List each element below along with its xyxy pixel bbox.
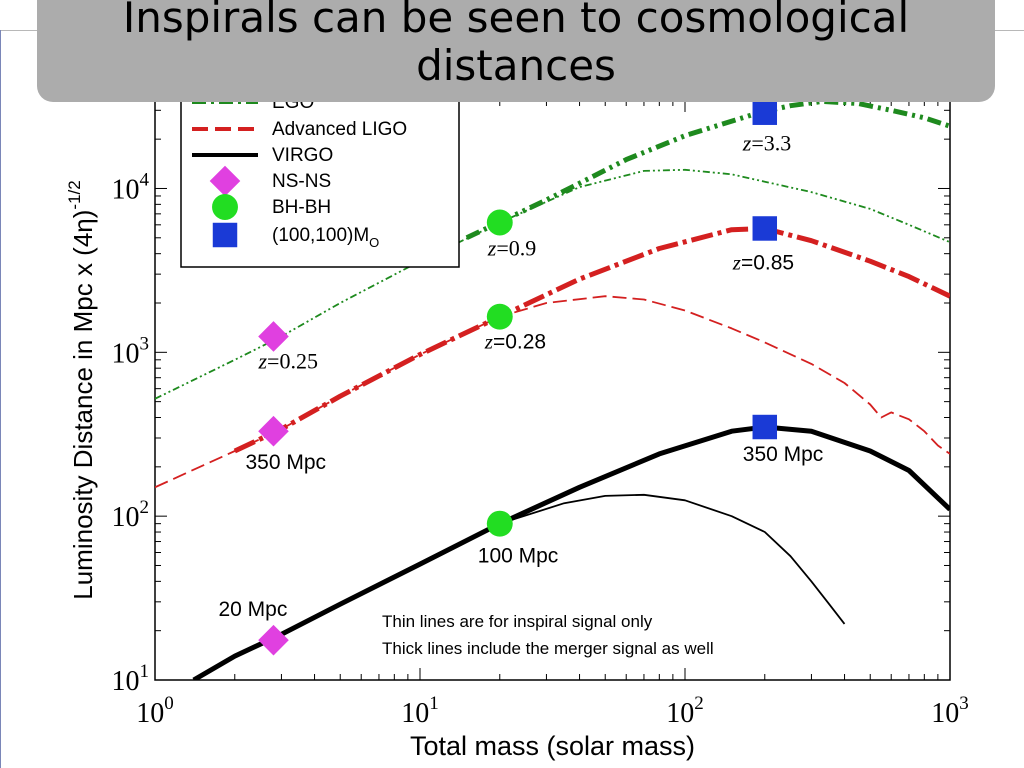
marker-label: 100 Mpc [478, 545, 559, 568]
x-tick-label: 101 [401, 693, 439, 729]
marker-nsns [258, 415, 289, 447]
y-tick-label: 103 [112, 333, 150, 369]
marker-label: 350 Mpc [743, 443, 824, 466]
annotation-note: Thin lines are for inspiral signal only [382, 612, 653, 631]
marker-label: z=0.9 [487, 235, 536, 260]
slide-title: Inspirals can be seen to cosmological di… [122, 0, 910, 90]
x-tick-label: 103 [931, 693, 969, 729]
y-axis-label: Luminosity Distance in Mpc x (4η)-1/2 [65, 180, 98, 599]
marker-label: z=0.25 [257, 348, 317, 373]
marker-bhbh [486, 209, 513, 236]
legend-label-virgo: VIRGO [272, 145, 333, 166]
x-tick-label: 100 [136, 693, 174, 729]
data-markers: z=0.25 350 Mpc 20 Mpc z=0.9 z=0.28 100 Mpc z=3… [218, 100, 824, 656]
x-axis-label: Total mass (solar mass) [410, 731, 695, 761]
y-tick-label: 104 [112, 169, 150, 205]
marker-imbh [752, 100, 778, 125]
series-ego-inspiral [155, 168, 950, 400]
annotation-note: Thick lines include the merger signal as… [382, 639, 714, 658]
series-aligo-inspiral [155, 295, 950, 489]
curves [155, 100, 950, 680]
legend-label-imbh: (100,100)MO [272, 225, 379, 250]
legend-marker-bhbh [212, 194, 238, 220]
marker-bhbh [486, 510, 513, 537]
marker-bhbh [486, 303, 513, 330]
y-tick-label: 101 [112, 661, 150, 697]
marker-nsns [258, 624, 289, 656]
marker-label: 350 Mpc [245, 451, 326, 474]
legend-marker-imbh [212, 222, 238, 248]
marker-label: z=0.28 [484, 330, 546, 354]
legend-label-nsns: NS-NS [272, 171, 331, 192]
series-ego-merger [465, 100, 950, 241]
marker-label: z=3.3 [742, 131, 791, 156]
slide-left-rule [0, 30, 1, 768]
legend-marker-nsns [209, 165, 241, 197]
series-virgo-inspiral [193, 493, 846, 680]
legend-label-bhbh: BH-BH [272, 197, 331, 218]
marker-imbh [752, 414, 778, 440]
legend-label-aligo: Advanced LIGO [272, 119, 407, 140]
y-tick-label: 102 [112, 497, 150, 533]
marker-label: 20 Mpc [218, 598, 287, 621]
marker-nsns [258, 321, 289, 352]
marker-imbh [752, 216, 778, 241]
marker-label: z=0.85 [732, 250, 794, 274]
x-tick-label: 102 [666, 693, 704, 729]
title-banner: Inspirals can be seen to cosmological di… [37, 0, 995, 102]
